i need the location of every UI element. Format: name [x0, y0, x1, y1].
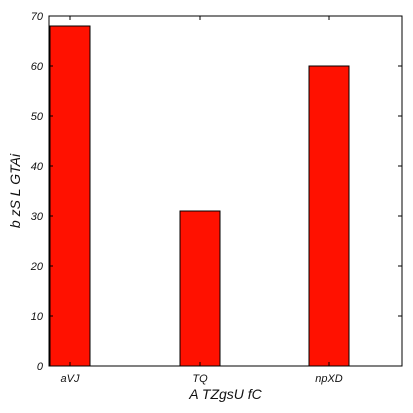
bar-TQ — [180, 211, 220, 366]
x-tick-label: TQ — [192, 373, 208, 385]
y-tick-label: 50 — [31, 111, 44, 123]
x-axis-label: A TZgsU fC — [188, 386, 262, 402]
y-tick-label: 10 — [31, 311, 44, 323]
y-tick-label: 30 — [31, 211, 44, 223]
y-tick-label: 60 — [31, 61, 44, 73]
y-tick-label: 0 — [37, 361, 44, 373]
x-tick-label: npXD — [315, 373, 343, 385]
bars-group — [50, 26, 349, 366]
y-tick-label: 40 — [31, 161, 44, 173]
bar-npXD — [309, 66, 349, 366]
bar-aVJ — [50, 26, 90, 366]
y-tick-label: 20 — [30, 261, 44, 273]
y-tick-label: 70 — [31, 11, 44, 23]
y-axis-label: b zS L GTAi — [7, 153, 23, 228]
x-tick-label: aVJ — [61, 373, 80, 385]
